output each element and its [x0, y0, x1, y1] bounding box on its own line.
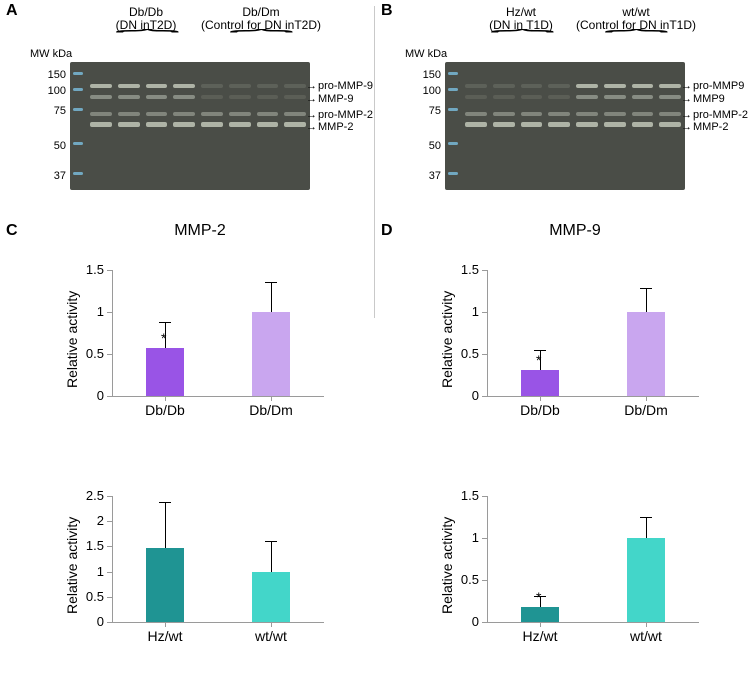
arrow-icon: →	[306, 109, 317, 121]
band-label: →pro-MMP-9	[318, 80, 373, 92]
category-label: Db/Db	[505, 402, 575, 418]
arrow-icon: →	[306, 80, 317, 92]
bar	[521, 607, 558, 622]
bar	[252, 572, 289, 622]
arrow-icon: →	[681, 80, 692, 92]
brace-icon: ⏞	[604, 29, 669, 50]
arrow-icon: →	[306, 93, 317, 105]
left-half: A Db/Db (DN inT2D) Db/Dm (Control for DN…	[0, 0, 375, 694]
band-label: →MMP-2	[318, 121, 353, 133]
band-label: →MMP-9	[318, 93, 353, 105]
y-axis-label: Relative activity	[439, 517, 455, 614]
group-name: Hz/wt	[506, 5, 536, 19]
category-label: wt/wt	[236, 628, 306, 644]
y-axis-label: Relative activity	[64, 517, 80, 614]
chart-c-top: 00.511.5Relative activity*Db/DbDb/Dm	[70, 262, 330, 422]
arrow-icon: →	[681, 121, 692, 133]
ytick-label: 1.5	[449, 262, 479, 277]
y-axis-label: Relative activity	[64, 291, 80, 388]
gel-image-b	[445, 62, 685, 190]
mw-title-b: MW kDa	[405, 48, 447, 60]
category-label: Db/Dm	[236, 402, 306, 418]
chart-c-bottom: 00.511.522.5Relative activityHz/wtwt/wt	[70, 488, 330, 648]
mw-marker: 75	[411, 105, 441, 117]
ytick-label: 1.5	[449, 488, 479, 503]
ytick-label: 2.5	[74, 488, 104, 503]
panel-letter-d: D	[381, 222, 393, 240]
group-name: Db/Dm	[242, 5, 279, 19]
bar	[146, 348, 183, 396]
category-label: Db/Db	[130, 402, 200, 418]
mw-marker: 37	[411, 170, 441, 182]
band-label: →pro-MMP9	[693, 80, 744, 92]
chart-d-bottom: 00.511.5Relative activity*Hz/wtwt/wt	[445, 488, 705, 648]
mw-marker: 50	[411, 140, 441, 152]
arrow-icon: →	[681, 93, 692, 105]
significance-marker: *	[536, 589, 541, 605]
ytick-label: 1.5	[74, 262, 104, 277]
significance-marker: *	[161, 330, 166, 346]
category-label: wt/wt	[611, 628, 681, 644]
bar	[521, 370, 558, 396]
mw-marker: 100	[411, 85, 441, 97]
brace-icon: ⏞	[490, 29, 555, 50]
mw-marker: 37	[36, 170, 66, 182]
band-label: →pro-MMP-2	[318, 109, 373, 121]
mw-marker: 50	[36, 140, 66, 152]
group-name: wt/wt	[622, 5, 649, 19]
mw-title-a: MW kDa	[30, 48, 72, 60]
bar	[627, 312, 664, 396]
chart-d-top: 00.511.5Relative activity*Db/DbDb/Dm	[445, 262, 705, 422]
mw-marker: 75	[36, 105, 66, 117]
bar	[146, 548, 183, 622]
group-name: Db/Db	[129, 5, 163, 19]
brace-icon: ⏞	[115, 29, 180, 50]
ytick-label: 0	[74, 388, 104, 403]
bar	[627, 538, 664, 622]
brace-icon: ⏞	[229, 29, 294, 50]
category-label: Db/Dm	[611, 402, 681, 418]
band-label: →MMP-2	[693, 121, 728, 133]
band-label: →MMP9	[693, 93, 725, 105]
ytick-label: 0	[74, 614, 104, 629]
panel-letter-a: A	[6, 2, 18, 20]
figure: A Db/Db (DN inT2D) Db/Dm (Control for DN…	[0, 0, 750, 694]
panel-letter-b: B	[381, 2, 393, 20]
panel-letter-c: C	[6, 222, 18, 240]
mw-marker: 100	[36, 85, 66, 97]
gel-image-a	[70, 62, 310, 190]
ytick-label: 0	[449, 388, 479, 403]
category-label: Hz/wt	[130, 628, 200, 644]
right-half: B Hz/wt (DN in T1D) wt/wt (Control for D…	[375, 0, 750, 694]
ytick-label: 0	[449, 614, 479, 629]
category-label: Hz/wt	[505, 628, 575, 644]
y-axis-label: Relative activity	[439, 291, 455, 388]
arrow-icon: →	[681, 109, 692, 121]
bar	[252, 312, 289, 396]
mw-marker: 150	[36, 69, 66, 81]
band-label: →pro-MMP-2	[693, 109, 748, 121]
arrow-icon: →	[306, 121, 317, 133]
chart-title-d: MMP-9	[435, 222, 715, 240]
mw-marker: 150	[411, 69, 441, 81]
significance-marker: *	[536, 352, 541, 368]
chart-title-c: MMP-2	[60, 222, 340, 240]
